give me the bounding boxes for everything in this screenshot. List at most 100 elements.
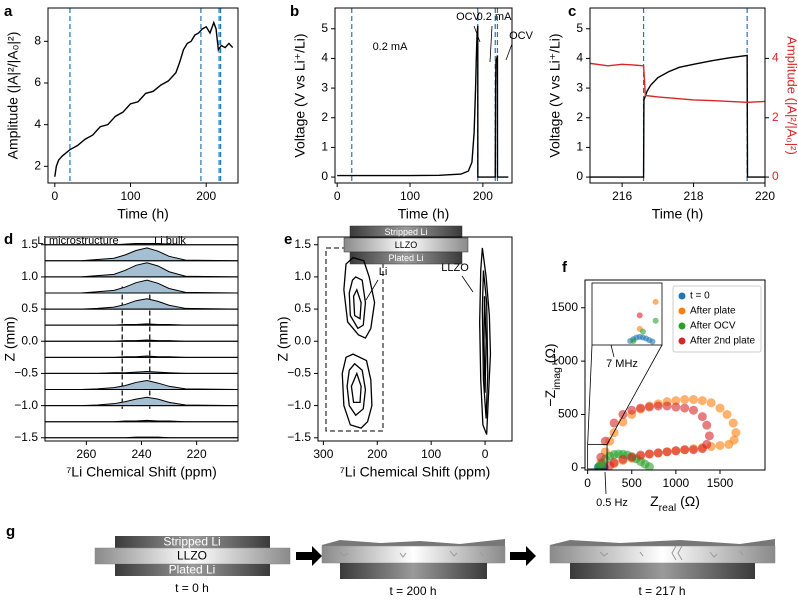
data-point bbox=[780, 191, 786, 197]
data-point bbox=[748, 205, 754, 211]
data-point bbox=[780, 310, 786, 316]
y-tick-label: 2 bbox=[321, 110, 328, 124]
y-tick-label: −0.5 bbox=[14, 366, 38, 380]
x-tick-label: 100 bbox=[421, 447, 441, 461]
panel-letter: e bbox=[284, 231, 292, 248]
y-tick-label: 0 bbox=[576, 169, 583, 183]
data-point bbox=[680, 445, 690, 455]
x-axis-label-part: (Ω) bbox=[676, 493, 700, 509]
data-point bbox=[731, 428, 741, 438]
data-point bbox=[697, 412, 707, 422]
x-tick-label: 240 bbox=[131, 447, 151, 461]
data-point bbox=[780, 323, 786, 329]
x-tick-label: 500 bbox=[622, 476, 642, 490]
annotation: LLZO bbox=[441, 262, 469, 274]
contour-line bbox=[348, 276, 367, 330]
y-tick-label: 1.0 bbox=[294, 269, 311, 283]
data-point bbox=[684, 250, 690, 256]
x-tick-label: 300 bbox=[313, 447, 333, 461]
x-tick-label: 1000 bbox=[663, 476, 690, 490]
y-axis-label: Z (mm) bbox=[2, 316, 18, 361]
y-tick-label: 3 bbox=[321, 80, 328, 94]
stack-label: Stripped Li bbox=[384, 227, 427, 237]
y-axis-label: Voltage (V vs Li⁺/Li) bbox=[292, 33, 308, 157]
x-tick-label: 220 bbox=[755, 189, 775, 203]
panel-letter: f bbox=[562, 259, 568, 276]
legend-label: After plate bbox=[690, 306, 736, 317]
data-point bbox=[636, 312, 643, 319]
data-point bbox=[715, 403, 725, 413]
plot-area bbox=[337, 8, 509, 183]
ridge-trace bbox=[45, 396, 238, 407]
y-tick-label: −1.5 bbox=[287, 430, 311, 444]
y-tick-label: 2 bbox=[576, 110, 583, 124]
data-point bbox=[662, 401, 672, 411]
data-point bbox=[653, 448, 663, 458]
panel-letter: b bbox=[290, 3, 299, 20]
data-point bbox=[652, 317, 659, 324]
annotation: OCV bbox=[456, 11, 481, 23]
plot-frame bbox=[47, 7, 239, 184]
schematic: g Stripped Li LLZO Plated Li t = 0 h t =… bbox=[6, 523, 776, 598]
panel-letter: g bbox=[6, 523, 15, 540]
legend-marker bbox=[678, 292, 686, 300]
data-point bbox=[671, 396, 681, 406]
zoom-box bbox=[587, 443, 608, 470]
x-axis-label: Time (h) bbox=[652, 206, 704, 222]
plated-li-layer bbox=[349, 251, 463, 265]
arrow bbox=[296, 546, 322, 566]
data-point bbox=[596, 452, 606, 462]
li-region-box bbox=[325, 247, 384, 432]
data-point bbox=[680, 403, 690, 413]
plated-li-layer bbox=[115, 564, 270, 576]
annotation: Li bulk bbox=[154, 235, 186, 247]
y-tick-label: −1.0 bbox=[14, 398, 38, 412]
y-tick-label: 0.5 bbox=[21, 301, 38, 315]
data-point bbox=[644, 449, 654, 459]
data-line bbox=[590, 62, 765, 104]
data-point bbox=[697, 444, 707, 454]
plot-frame bbox=[334, 7, 513, 184]
data-point bbox=[706, 398, 716, 408]
y-tick-label: 3 bbox=[576, 80, 583, 94]
layer-label: Plated Li bbox=[169, 563, 216, 577]
x-tick-label: 260 bbox=[76, 447, 96, 461]
annotation-pointer bbox=[461, 275, 474, 293]
legend-marker bbox=[678, 307, 686, 315]
panel-letter: c bbox=[568, 3, 576, 20]
data-point bbox=[728, 418, 738, 428]
y-tick-label: 1 bbox=[321, 140, 328, 154]
data-point bbox=[636, 403, 646, 413]
plot-area bbox=[590, 8, 765, 183]
data-point bbox=[618, 454, 628, 464]
plot-area bbox=[593, 395, 741, 470]
li-film bbox=[550, 539, 775, 546]
data-point bbox=[652, 298, 659, 305]
x-tick-label: 100 bbox=[400, 189, 420, 203]
legend-label: After 2nd plate bbox=[690, 336, 755, 347]
zoom-connector bbox=[606, 344, 663, 445]
y-tick-label: 5 bbox=[576, 21, 583, 35]
llzo-layer bbox=[549, 545, 776, 564]
annotation: 7 MHz bbox=[606, 358, 638, 370]
x-tick-label: 100 bbox=[120, 189, 140, 203]
y-tick-label: 4 bbox=[321, 51, 328, 65]
data-point bbox=[748, 194, 754, 200]
annotation: 0.5 Hz bbox=[596, 497, 628, 509]
y-tick-label: 0.0 bbox=[294, 333, 311, 347]
y-tick-label: 1.0 bbox=[21, 269, 38, 283]
annotation: Li bbox=[379, 266, 388, 278]
x-tick-label: 216 bbox=[612, 189, 632, 203]
data-point bbox=[644, 462, 654, 470]
data-point bbox=[644, 402, 654, 412]
stripped-li-layer bbox=[115, 536, 270, 548]
annotation-pointer bbox=[604, 471, 607, 495]
y2-tick-label: 4 bbox=[772, 51, 779, 65]
data-point bbox=[653, 272, 659, 278]
legend-label: After OCV bbox=[690, 321, 736, 332]
y-axis-label: Voltage (V vs Li⁺/Li) bbox=[547, 33, 563, 157]
data-point bbox=[649, 338, 656, 345]
x-tick-label: 0 bbox=[334, 189, 341, 203]
y-tick-label: 1.5 bbox=[21, 237, 38, 251]
y-tick-label: 5 bbox=[321, 21, 328, 35]
